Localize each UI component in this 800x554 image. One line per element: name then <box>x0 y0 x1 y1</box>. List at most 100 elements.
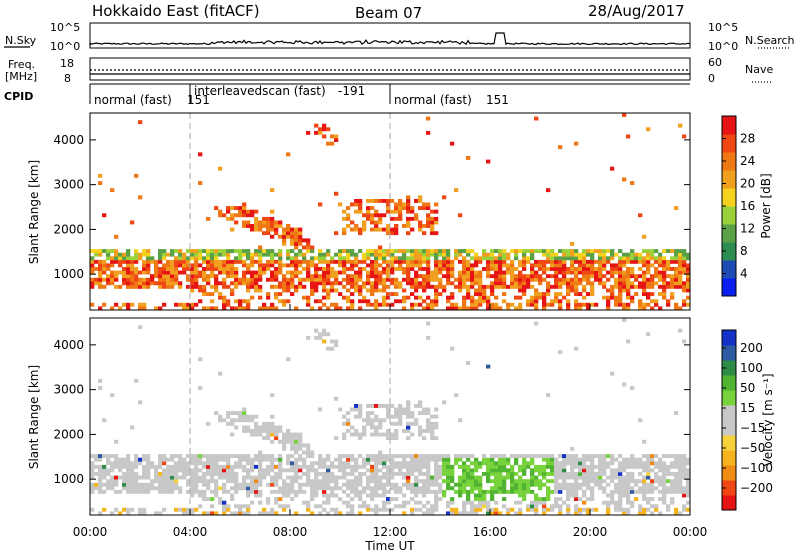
power-cell <box>250 224 255 228</box>
velocity-cell <box>534 482 539 487</box>
velocity-cell <box>326 332 331 337</box>
velocity-cell <box>450 497 455 501</box>
velocity-cell <box>182 472 187 476</box>
power-cell <box>606 295 611 300</box>
power-cell <box>94 267 99 271</box>
velocity-cell <box>582 472 587 476</box>
power-cell <box>334 134 339 139</box>
power-cell <box>198 270 203 275</box>
power-cell <box>406 202 411 207</box>
velocity-cell <box>430 475 435 480</box>
velocity-colorbar-tick: −200 <box>740 481 773 495</box>
power-cell <box>226 274 231 279</box>
velocity-cell <box>226 457 231 462</box>
power-cell <box>438 249 443 253</box>
velocity-cell <box>214 486 219 491</box>
velocity-cell <box>522 497 527 501</box>
power-cell <box>426 302 431 307</box>
velocity-cell <box>574 454 579 458</box>
power-cell <box>670 284 675 289</box>
power-cell <box>106 274 111 279</box>
power-cell <box>586 281 591 286</box>
velocity-cell <box>450 500 455 505</box>
velocity-cell <box>238 507 243 512</box>
power-cell <box>298 238 303 243</box>
power-cell <box>550 249 555 253</box>
velocity-cell <box>570 457 575 462</box>
power-cell <box>662 256 667 261</box>
power-cell <box>134 252 139 257</box>
power-cell <box>558 284 563 289</box>
velocity-cell <box>370 489 375 494</box>
velocity-cell <box>426 475 431 480</box>
velocity-cell <box>114 482 119 487</box>
velocity-cell <box>426 321 431 326</box>
power-cell <box>402 295 407 300</box>
velocity-cell <box>378 468 383 473</box>
velocity-cell <box>490 457 495 462</box>
power-cell <box>454 249 459 253</box>
velocity-cell <box>530 479 535 484</box>
velocity-cell <box>558 511 563 516</box>
velocity-cell <box>482 497 487 501</box>
power-cell <box>110 270 115 275</box>
velocity-cell <box>686 482 691 487</box>
power-cell <box>326 270 331 275</box>
velocity-cell <box>214 464 219 469</box>
power-cell <box>266 292 271 296</box>
power-cell <box>322 277 327 282</box>
noise-trace <box>89 32 691 46</box>
power-cell <box>310 284 315 289</box>
power-cell <box>562 277 567 282</box>
velocity-cell <box>318 511 323 516</box>
velocity-cell <box>402 500 407 505</box>
velocity-cell <box>102 464 107 469</box>
velocity-cell <box>434 457 439 462</box>
power-cell <box>354 256 359 261</box>
power-cell <box>238 277 243 282</box>
velocity-cell <box>374 511 379 516</box>
velocity-cell <box>598 464 603 469</box>
velocity-cell <box>378 454 383 458</box>
power-cell <box>626 134 631 139</box>
power-cell <box>586 292 591 296</box>
velocity-cell <box>122 507 127 512</box>
velocity-cell <box>406 411 411 415</box>
power-cell <box>622 277 627 282</box>
velocity-cell <box>346 493 351 498</box>
power-cell <box>534 259 539 264</box>
velocity-cell <box>190 511 195 516</box>
velocity-cell <box>506 511 511 516</box>
power-cell <box>406 270 411 275</box>
velocity-cell <box>110 482 115 487</box>
power-cell <box>414 252 419 257</box>
velocity-cell <box>678 486 683 491</box>
velocity-cell <box>542 468 547 473</box>
power-cell <box>558 256 563 261</box>
power-cell <box>234 259 239 264</box>
velocity-cell <box>498 468 503 473</box>
velocity-colorbar-tick: 100 <box>740 361 763 375</box>
power-cell <box>514 306 519 311</box>
power-cell <box>550 259 555 264</box>
velocity-cell <box>314 482 319 487</box>
power-cell <box>426 277 431 282</box>
velocity-cell <box>574 486 579 491</box>
velocity-cell <box>246 493 251 498</box>
velocity-cell <box>486 364 491 369</box>
power-cell <box>206 256 211 261</box>
velocity-cell <box>590 475 595 480</box>
power-cell <box>474 252 479 257</box>
power-cell <box>370 292 375 296</box>
velocity-cell <box>606 475 611 480</box>
velocity-cell <box>286 486 291 491</box>
power-cell <box>574 267 579 271</box>
power-cell <box>534 292 539 296</box>
velocity-cell <box>350 482 355 487</box>
velocity-cell <box>358 407 363 412</box>
velocity-cell <box>386 407 391 412</box>
velocity-cell <box>262 468 267 473</box>
velocity-cell <box>638 504 643 509</box>
velocity-cell <box>314 335 319 340</box>
power-cell <box>314 274 319 279</box>
